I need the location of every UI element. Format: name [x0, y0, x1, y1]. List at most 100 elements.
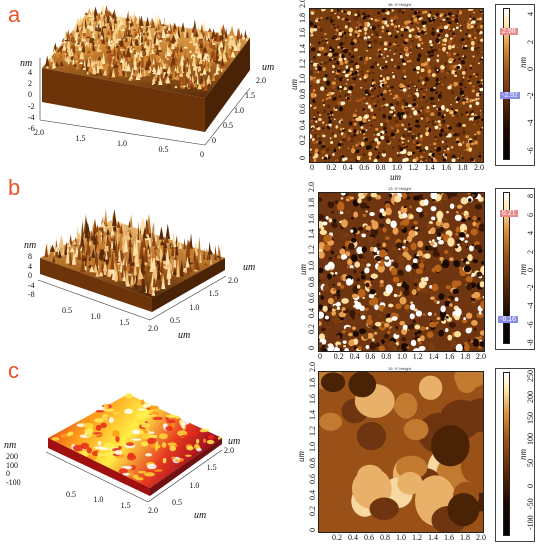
grain — [402, 9, 406, 12]
grain — [322, 99, 324, 102]
grain — [343, 10, 346, 14]
grain — [465, 261, 470, 265]
spike — [206, 74, 211, 81]
grain — [464, 240, 468, 243]
spike — [189, 247, 194, 263]
grain — [338, 31, 343, 36]
grain — [338, 38, 340, 40]
grain — [375, 145, 379, 149]
grain — [371, 115, 376, 120]
grain — [420, 143, 422, 145]
spike — [211, 48, 217, 61]
spike — [154, 254, 160, 261]
grain — [411, 83, 413, 85]
grain — [360, 126, 364, 129]
spike — [174, 278, 178, 283]
colorbar-tick: 150 — [526, 412, 535, 425]
grain — [319, 311, 325, 319]
grain — [453, 139, 455, 142]
spike — [136, 16, 139, 24]
spike — [202, 47, 208, 53]
grain — [380, 323, 385, 328]
spike — [159, 240, 165, 246]
grain — [419, 137, 424, 142]
spike — [137, 58, 142, 67]
grain — [437, 152, 440, 156]
grain — [319, 341, 323, 349]
spike — [125, 21, 131, 33]
grain — [352, 64, 356, 69]
spike — [207, 53, 210, 63]
grain — [387, 118, 390, 121]
grain — [442, 46, 446, 52]
spike — [129, 214, 133, 227]
spike — [148, 47, 153, 54]
grain — [458, 57, 461, 61]
grain — [340, 197, 344, 200]
grain — [453, 133, 458, 137]
grain — [446, 51, 449, 54]
map-x-tick: 0.6 — [365, 352, 376, 361]
grain — [360, 202, 368, 209]
spike — [193, 81, 198, 88]
grain — [430, 53, 434, 57]
spike — [62, 43, 67, 51]
grain — [321, 150, 326, 154]
grain — [136, 420, 144, 423]
spike — [133, 70, 138, 77]
map-x-tick: 0.4 — [342, 163, 353, 172]
spike — [99, 62, 104, 70]
grain — [93, 446, 105, 449]
grain — [413, 308, 418, 312]
grain — [354, 261, 361, 268]
grain — [158, 433, 168, 440]
grain — [336, 334, 341, 340]
spike — [125, 56, 129, 63]
grain — [366, 332, 374, 339]
y-tick: 1.0 — [189, 302, 200, 312]
spike — [121, 262, 124, 278]
grain — [471, 20, 476, 24]
grain — [416, 66, 421, 71]
spike — [102, 14, 106, 19]
grain — [470, 142, 475, 146]
spike — [135, 19, 139, 29]
grain — [328, 58, 332, 62]
grain — [430, 193, 438, 200]
grain — [424, 245, 429, 251]
grain — [334, 159, 337, 162]
spike — [141, 65, 145, 76]
spike — [111, 12, 116, 18]
spike — [191, 36, 196, 43]
spike — [187, 62, 192, 74]
grain — [330, 26, 333, 28]
spike — [183, 27, 187, 38]
grain — [312, 78, 317, 84]
grain — [325, 216, 329, 220]
grain — [475, 92, 480, 97]
grain — [370, 12, 372, 14]
grain — [450, 110, 454, 115]
map-y-tick: 1.8 — [307, 197, 316, 208]
grain — [378, 90, 381, 92]
grain — [430, 45, 433, 49]
grain — [357, 226, 364, 232]
x-tick: 1.0 — [93, 495, 104, 505]
grain — [395, 119, 399, 123]
grain — [421, 20, 425, 25]
grain — [358, 328, 367, 334]
grain — [342, 340, 347, 344]
grain — [456, 10, 460, 14]
grain — [376, 155, 380, 159]
spike — [67, 241, 72, 247]
spike — [104, 5, 109, 16]
grain — [382, 97, 386, 101]
grain — [347, 258, 353, 266]
grain — [330, 9, 334, 13]
grain — [408, 115, 413, 118]
grain — [478, 87, 481, 89]
spike — [179, 54, 185, 66]
map-y-tick: 0.4 — [308, 490, 317, 500]
spike — [130, 270, 134, 286]
map-y-tick: 0 — [308, 528, 317, 532]
